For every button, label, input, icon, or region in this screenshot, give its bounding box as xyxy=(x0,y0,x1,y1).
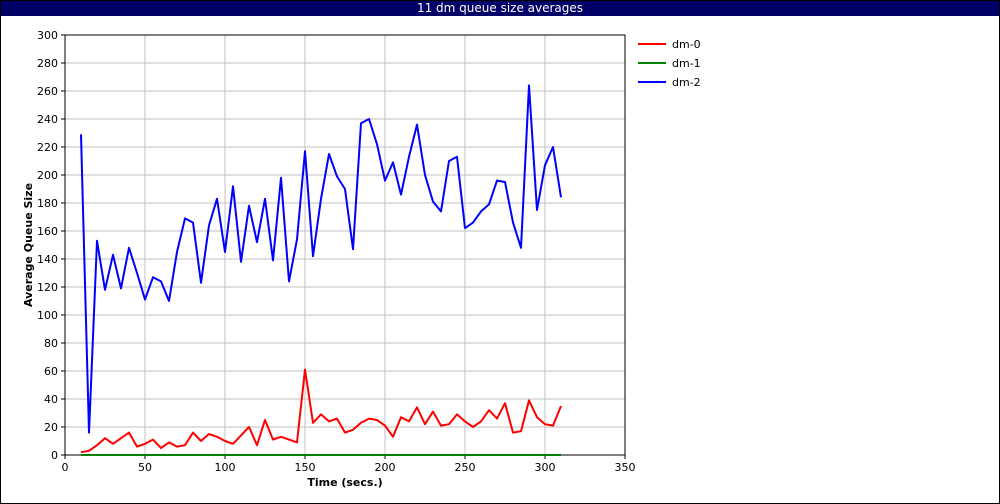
x-axis-label: Time (secs.) xyxy=(307,476,382,489)
series-line-dm-2 xyxy=(80,84,562,434)
y-tick-label: 240 xyxy=(37,113,58,126)
y-tick-label: 180 xyxy=(37,197,58,210)
y-tick-label: 100 xyxy=(37,309,58,322)
chart-title: 11 dm queue size averages xyxy=(1,1,999,16)
y-tick-label: 140 xyxy=(37,253,58,266)
x-tick-label: 0 xyxy=(62,461,69,474)
y-axis-label: Average Queue Size xyxy=(22,183,35,307)
x-tick-label: 150 xyxy=(295,461,316,474)
plot-area xyxy=(64,34,626,456)
y-tick-label: 160 xyxy=(37,225,58,238)
series-lines xyxy=(80,84,562,456)
y-tick-label: 80 xyxy=(44,337,58,350)
y-tick-label: 120 xyxy=(37,281,58,294)
x-tick-label: 250 xyxy=(455,461,476,474)
y-tick-label: 300 xyxy=(37,29,58,42)
x-tick-label: 50 xyxy=(138,461,152,474)
y-tick-label: 0 xyxy=(51,449,58,462)
x-tick-label: 100 xyxy=(215,461,236,474)
y-tick-label: 60 xyxy=(44,365,58,378)
y-tick-label: 220 xyxy=(37,141,58,154)
y-axis-ticks: 0 20 40 60 80 100 120 140 160 180 200 220 240 260 280 3… xyxy=(37,29,65,462)
legend: dm-0 dm-1 dm-2 xyxy=(638,38,701,89)
x-tick-label: 300 xyxy=(535,461,556,474)
y-tick-label: 260 xyxy=(37,85,58,98)
x-tick-label: 200 xyxy=(375,461,396,474)
x-axis-ticks: 0 50 100 150 200 250 300 350 xyxy=(62,455,636,474)
legend-label-dm-2: dm-2 xyxy=(672,76,701,89)
x-tick-label: 350 xyxy=(615,461,636,474)
y-tick-label: 40 xyxy=(44,393,58,406)
series-line-dm-0 xyxy=(80,368,562,454)
y-tick-label: 280 xyxy=(37,57,58,70)
y-tick-label: 20 xyxy=(44,421,58,434)
legend-label-dm-1: dm-1 xyxy=(672,57,701,70)
grid-lines xyxy=(65,35,625,455)
legend-label-dm-0: dm-0 xyxy=(672,38,701,51)
y-tick-label: 200 xyxy=(37,169,58,182)
